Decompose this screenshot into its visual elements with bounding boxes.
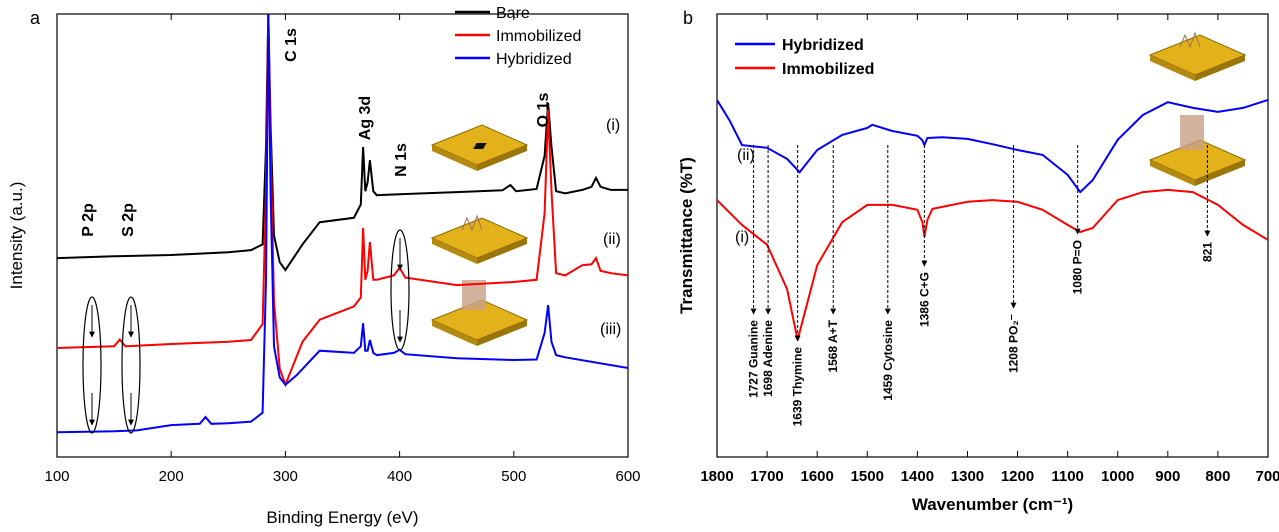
x-tick-label: 400	[387, 468, 412, 485]
peak-label: C 1s	[283, 28, 300, 62]
curve-label: (i)	[735, 229, 749, 246]
peak-label: 1208 PO₂⁻	[1007, 314, 1021, 373]
plot-area	[57, 14, 628, 434]
peak-label: 1698 Adenine	[761, 320, 775, 397]
x-tick-label: 600	[615, 468, 640, 485]
peak-label: 1727 Guanine	[747, 320, 761, 398]
panel-letter: b	[683, 8, 693, 28]
x-tick-label: 900	[1155, 468, 1180, 485]
x-tick-label: 1700	[750, 468, 783, 485]
x-tick-label: 1300	[951, 468, 984, 485]
x-tick-label: 700	[1255, 468, 1279, 485]
peak-label: O 1s	[535, 93, 552, 128]
legend-label: Immobilized	[496, 28, 581, 45]
x-tick-label: 1600	[800, 468, 833, 485]
x-tick-label: 1500	[851, 468, 884, 485]
x-tick-label: 1000	[1101, 468, 1134, 485]
spectrum-line	[57, 14, 628, 434]
legend-label: Hybridized	[782, 37, 864, 54]
peak-label: N 1s	[393, 143, 410, 177]
plot-area	[717, 98, 1268, 341]
legend-label: Hybridized	[496, 51, 572, 68]
x-tick-label: 1200	[1001, 468, 1034, 485]
y-axis-title: Transmittance (%T)	[677, 157, 696, 314]
spectrum-line	[717, 98, 1268, 194]
device-icons	[430, 31, 1247, 346]
peak-label: 1568 A+T	[826, 319, 840, 372]
peak-label: 821	[1200, 242, 1214, 262]
x-tick-label: 800	[1205, 468, 1230, 485]
x-axis-title: Wavenumber (cm⁻¹)	[912, 495, 1073, 514]
peak-label: Ag 3d	[357, 96, 374, 140]
x-tick-label: 100	[44, 468, 69, 485]
curve-label: (i)	[606, 117, 620, 134]
panel-letter: a	[30, 8, 41, 28]
peak-label: 1639 Thymine	[791, 347, 805, 427]
x-axis-title: Binding Energy (eV)	[266, 508, 418, 527]
x-tick-label: 300	[273, 468, 298, 485]
highlight-ellipse	[82, 296, 102, 434]
x-tick-label: 1100	[1051, 468, 1084, 485]
spectrum-line	[57, 14, 628, 388]
highlight-ellipse	[121, 296, 141, 434]
x-tick-label: 1800	[700, 468, 733, 485]
curve-label: (ii)	[737, 147, 755, 164]
plot-frame	[56, 13, 629, 458]
peak-label: 1459 Cytosine	[881, 320, 895, 401]
highlight-ellipse	[390, 229, 410, 351]
plot-frame	[716, 13, 1269, 458]
peak-label: S 2p	[120, 203, 137, 237]
x-tick-label: 1400	[901, 468, 934, 485]
peak-label: 1080 P=O	[1071, 240, 1085, 294]
y-axis-title: Intensity (a.u.)	[7, 182, 26, 290]
peak-label: 1386 C+G	[917, 272, 931, 327]
x-tick-label: 500	[501, 468, 526, 485]
x-tick-label: 200	[159, 468, 184, 485]
peak-label: P 2p	[80, 203, 97, 237]
curve-label: (iii)	[600, 321, 621, 338]
legend-label: Bare	[496, 5, 530, 22]
curve-label: (ii)	[603, 231, 621, 248]
spectrum-line	[717, 188, 1268, 341]
legend-label: Immobilized	[782, 61, 874, 78]
